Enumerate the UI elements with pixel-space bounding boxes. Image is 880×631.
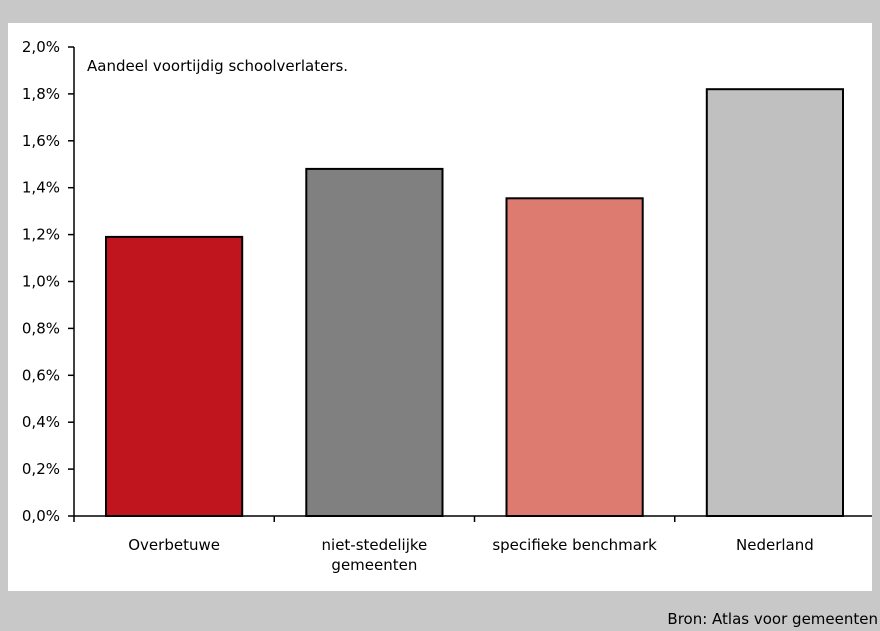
bar-0 — [105, 235, 244, 517]
axes-group: 0,0% 0,2% 0,4% 0,6% 0,8% 1,0% 1,2% 1,4% 1,6% 1,8%… — [22, 38, 872, 574]
y-tick-label-1: 0,2% — [22, 460, 60, 478]
y-tick-label-2: 0,4% — [22, 413, 60, 431]
bar-1 — [305, 167, 444, 517]
chart-panel: 0,0% 0,2% 0,4% 0,6% 0,8% 1,0% 1,2% 1,4% 1,6% 1,8%… — [8, 23, 872, 591]
y-tick-label-5: 1,0% — [22, 273, 60, 291]
y-tick-label-3: 0,6% — [22, 366, 60, 384]
x-category-label-3: Nederland — [736, 536, 814, 554]
bars-group — [105, 88, 844, 518]
bar-3 — [705, 88, 844, 517]
y-tick-label-6: 1,2% — [22, 226, 60, 244]
chart-title: Aandeel voortijdig schoolverlaters. — [87, 57, 348, 75]
x-category-label-2: specifieke benchmark — [492, 536, 657, 554]
bar-2 — [505, 197, 644, 518]
y-tick-label-10: 2,0% — [22, 38, 60, 56]
bar-chart: 0,0% 0,2% 0,4% 0,6% 0,8% 1,0% 1,2% 1,4% 1,6% 1,8%… — [22, 38, 872, 574]
x-category-label-1: niet-stedelijke gemeenten — [322, 536, 428, 574]
y-tick-label-9: 1,8% — [22, 85, 60, 103]
y-tick-label-0: 0,0% — [22, 507, 60, 525]
source-note: Bron: Atlas voor gemeenten — [667, 610, 878, 628]
y-tick-label-8: 1,6% — [22, 132, 60, 150]
x-category-label-0: Overbetuwe — [128, 536, 220, 554]
y-tick-label-7: 1,4% — [22, 179, 60, 197]
y-tick-label-4: 0,8% — [22, 319, 60, 337]
